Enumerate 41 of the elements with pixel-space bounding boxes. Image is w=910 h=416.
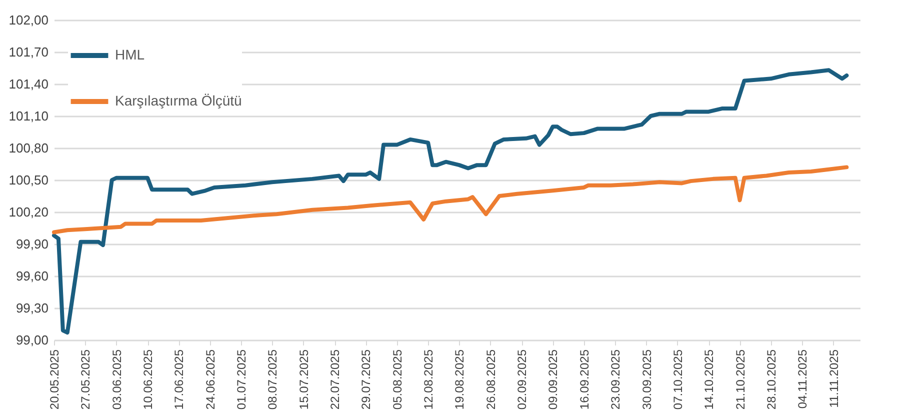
x-tick-label: 08.07.2025 [266, 349, 280, 410]
x-tick-label: 12.08.2025 [422, 349, 436, 410]
x-tick-label: 10.06.2025 [141, 349, 156, 410]
x-tick-label: 11.11.2025 [826, 349, 841, 408]
y-tick-label: 102,00 [8, 12, 48, 28]
x-tick-label: 22.07.2025 [328, 349, 342, 410]
legend-label: HML [115, 46, 145, 62]
y-tick-label: 100,20 [8, 204, 48, 220]
y-tick-label: 99,00 [16, 332, 48, 348]
y-tick-label: 101,40 [8, 76, 48, 92]
x-tick-label: 09.09.2025 [546, 349, 560, 410]
y-tick-label: 101,70 [8, 44, 48, 60]
x-tick-label: 29.07.2025 [359, 349, 374, 410]
x-tick-label: 19.08.2025 [452, 349, 467, 410]
line-series [52, 68, 849, 335]
x-tick-label: 28.10.2025 [764, 349, 778, 410]
x-tick-label: 26.08.2025 [484, 349, 498, 410]
y-tick-label: 100,80 [8, 140, 48, 156]
line-series [52, 165, 849, 234]
x-tick-label: 01.07.2025 [234, 349, 249, 410]
x-tick-label: 03.06.2025 [110, 349, 124, 410]
x-tick-label: 24.06.2025 [203, 349, 218, 410]
y-tick-label: 100,50 [8, 172, 48, 188]
y-tick-label: 99,60 [16, 268, 48, 284]
x-tick-label: 17.06.2025 [172, 349, 186, 410]
x-tick-label: 30.09.2025 [640, 349, 654, 410]
x-tick-label: 27.05.2025 [78, 349, 93, 410]
x-tick-label: 05.08.2025 [390, 349, 404, 410]
legend-label: Karşılaştırma Ölçütü [115, 92, 242, 108]
x-tick-label: 07.10.2025 [670, 349, 685, 410]
x-tick-label: 14.10.2025 [702, 349, 716, 410]
x-tick-label: 20.05.2025 [48, 349, 62, 410]
y-tick-label: 99,90 [16, 236, 48, 252]
x-tick-label: 16.09.2025 [577, 349, 592, 410]
x-tick-label: 21.10.2025 [733, 349, 748, 410]
y-tick-label: 99,30 [16, 300, 48, 316]
x-tick-label: 15.07.2025 [296, 349, 311, 410]
x-tick-label: 23.09.2025 [608, 349, 623, 410]
x-tick-label: 04.11.2025 [796, 349, 810, 409]
y-tick-label: 101,10 [8, 108, 48, 124]
x-tick-label: 02.09.2025 [515, 349, 530, 410]
